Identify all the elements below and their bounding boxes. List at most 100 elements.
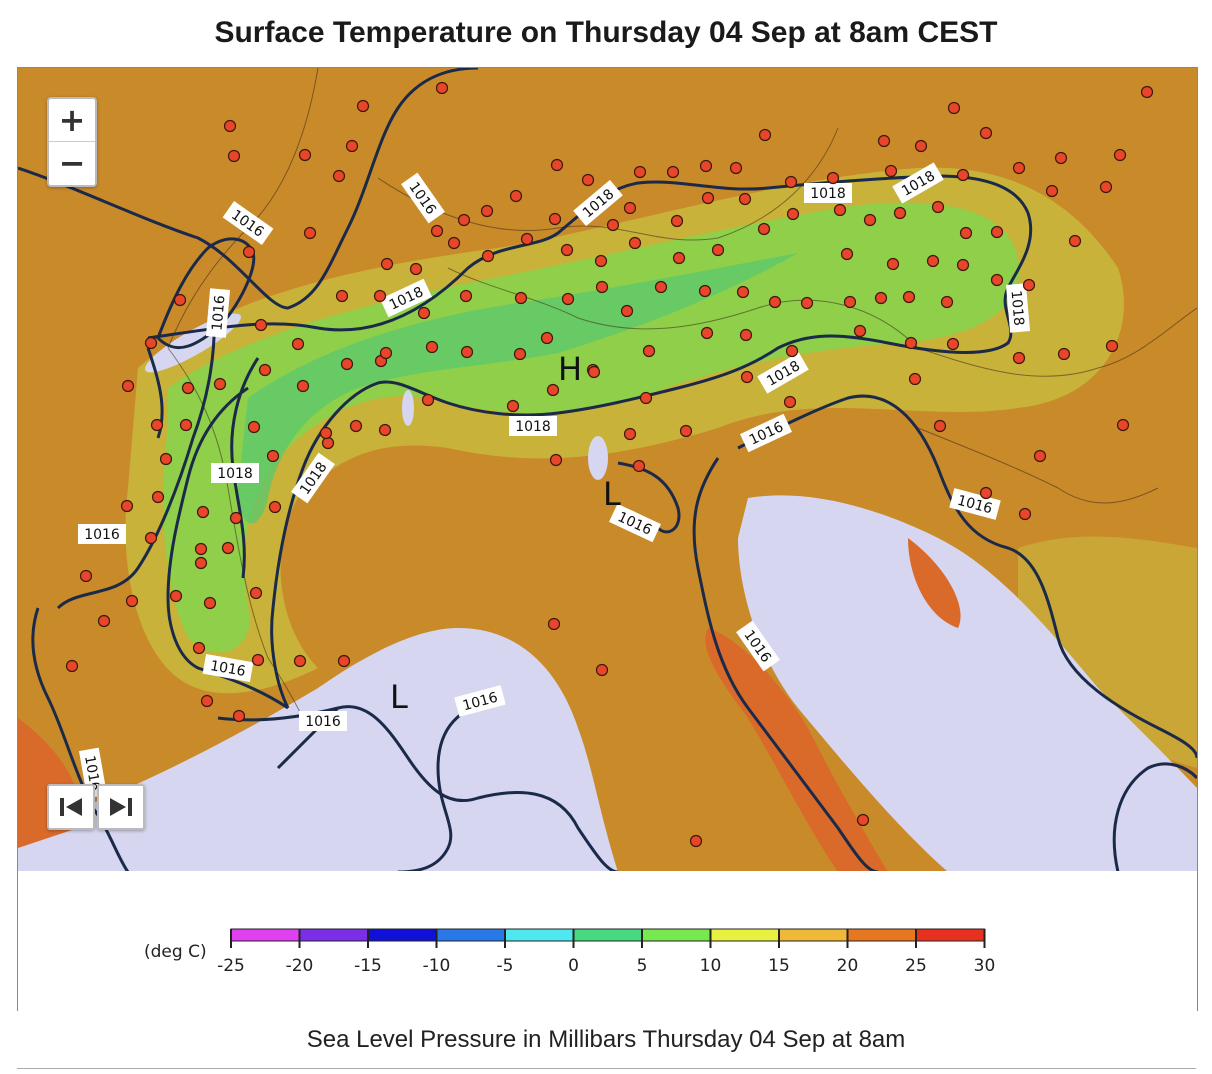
station-marker — [729, 161, 743, 175]
station-marker — [639, 391, 653, 405]
station-marker — [514, 291, 528, 305]
station-marker — [268, 500, 282, 514]
station-marker — [249, 586, 263, 600]
first-frame-icon — [60, 798, 82, 816]
isobar-1016 — [737, 394, 1197, 759]
station-marker — [1054, 151, 1068, 165]
isobar-1016 — [397, 696, 499, 872]
isobar-label: 1016 — [84, 527, 120, 543]
station-marker — [908, 372, 922, 386]
station-marker — [931, 200, 945, 214]
station-marker — [785, 344, 799, 358]
station-marker — [380, 257, 394, 271]
station-marker — [956, 258, 970, 272]
station-marker — [840, 247, 854, 261]
station-marker — [587, 365, 601, 379]
station-marker — [956, 168, 970, 182]
station-marker — [833, 203, 847, 217]
station-marker — [620, 304, 634, 318]
station-marker — [227, 149, 241, 163]
station-marker — [757, 222, 771, 236]
high-alpine-region — [238, 253, 798, 524]
station-marker — [940, 295, 954, 309]
station-marker — [666, 165, 680, 179]
isobar-1016 — [692, 457, 879, 872]
station-marker — [701, 191, 715, 205]
station-marker — [594, 254, 608, 268]
plain-region — [1018, 536, 1197, 768]
station-marker — [332, 169, 346, 183]
legend-tick-label: 5 — [637, 956, 648, 976]
station-marker — [335, 289, 349, 303]
frame-navigation — [47, 784, 145, 830]
station-marker — [457, 213, 471, 227]
station-marker — [321, 436, 335, 450]
station-marker — [480, 204, 494, 218]
station-marker — [1033, 449, 1047, 463]
station-marker — [258, 363, 272, 377]
lake — [402, 390, 414, 426]
last-frame-button[interactable] — [97, 784, 145, 830]
station-marker — [144, 336, 158, 350]
station-marker — [196, 505, 210, 519]
station-marker — [738, 192, 752, 206]
station-marker — [595, 280, 609, 294]
station-marker — [251, 653, 265, 667]
legend-tick-label: 20 — [837, 956, 859, 976]
station-marker — [229, 511, 243, 525]
station-marker — [266, 449, 280, 463]
station-marker — [740, 370, 754, 384]
station-marker — [247, 420, 261, 434]
station-marker — [1045, 184, 1059, 198]
station-marker — [560, 243, 574, 257]
station-marker — [435, 81, 449, 95]
isobar-1016 — [1112, 762, 1197, 872]
zoom-out-button[interactable]: − — [49, 141, 95, 184]
station-marker — [783, 395, 797, 409]
station-marker — [1113, 148, 1127, 162]
station-marker — [120, 499, 134, 513]
station-marker — [947, 101, 961, 115]
zoom-in-button[interactable]: + — [58, 101, 86, 139]
station-marker — [990, 225, 1004, 239]
station-marker — [699, 159, 713, 173]
legend-swatch — [847, 928, 917, 942]
lake — [588, 436, 608, 480]
ligurian-sea — [18, 628, 618, 872]
isobar-1016 — [56, 297, 216, 610]
station-marker — [979, 486, 993, 500]
station-marker — [1099, 180, 1113, 194]
station-marker — [421, 393, 435, 407]
station-marker — [319, 426, 333, 440]
station-marker — [509, 189, 523, 203]
legend-swatch — [504, 928, 574, 942]
station-marker — [121, 379, 135, 393]
first-frame-button[interactable] — [47, 784, 95, 830]
legend-swatch — [230, 928, 300, 942]
legend-tick-label: 30 — [974, 956, 996, 976]
station-marker — [540, 331, 554, 345]
station-marker — [296, 379, 310, 393]
station-marker — [546, 383, 560, 397]
station-marker — [194, 556, 208, 570]
station-marker — [513, 347, 527, 361]
station-marker — [946, 337, 960, 351]
isobar-label: 1016 — [209, 658, 247, 680]
station-marker — [97, 614, 111, 628]
station-marker — [786, 207, 800, 221]
station-marker — [340, 357, 354, 371]
station-marker — [700, 326, 714, 340]
legend-tick-label: -5 — [497, 956, 514, 976]
station-marker — [1068, 234, 1082, 248]
map-viewport[interactable]: 1016 1016 1016 1018 1018 1018 1018 1018 … — [17, 67, 1198, 873]
legend-swatch — [436, 928, 506, 942]
divider — [17, 1068, 1196, 1069]
station-marker — [884, 164, 898, 178]
station-marker — [670, 214, 684, 228]
legend-swatch — [367, 928, 437, 942]
station-marker — [826, 171, 840, 185]
station-marker — [843, 295, 857, 309]
station-marker — [1012, 161, 1026, 175]
station-marker — [1057, 347, 1071, 361]
station-marker — [547, 617, 561, 631]
